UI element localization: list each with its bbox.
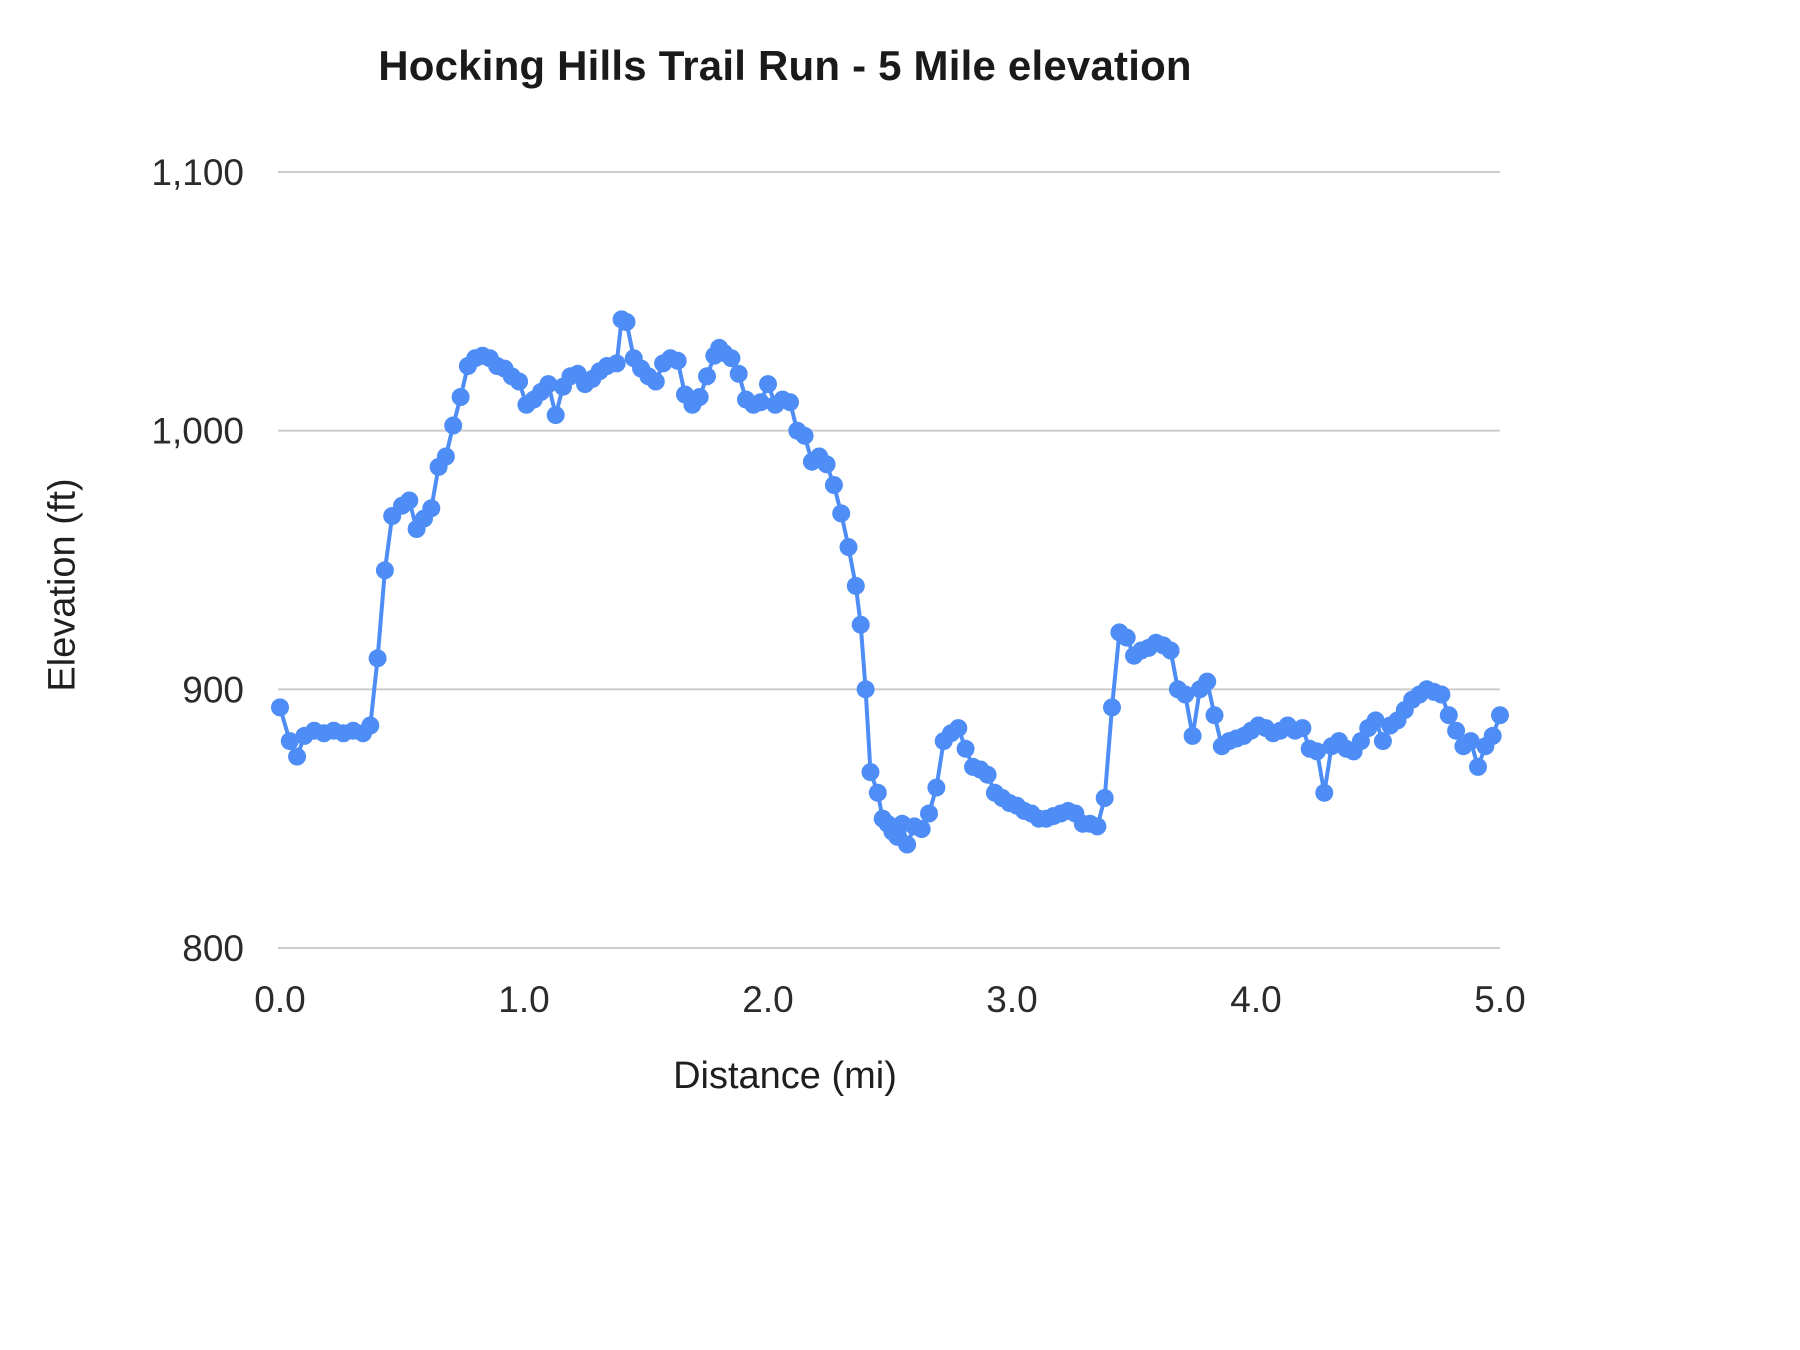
x-tick-label: 1.0 [498,979,549,1020]
data-point [1293,719,1312,738]
y-tick-label: 800 [182,928,244,969]
x-tick-label: 2.0 [742,979,793,1020]
data-point [436,447,455,466]
data-point [898,835,917,854]
data-point [795,426,814,445]
data-point [722,349,741,368]
data-point [1198,672,1217,691]
data-point [668,351,687,370]
data-point [1176,685,1195,704]
data-point [1117,628,1136,647]
data-point [271,698,289,717]
data-point [781,393,799,412]
x-tick-label: 5.0 [1474,979,1525,1020]
data-point [1447,721,1466,740]
data-point [759,375,777,394]
data-point [1161,641,1180,660]
data-point [817,455,836,474]
data-point [698,367,716,386]
data-point [846,576,865,595]
data-point [444,416,463,435]
data-point [839,538,858,557]
data-point [1469,757,1487,776]
data-point [978,765,997,784]
data-point [920,804,938,823]
data-point [949,719,968,738]
x-tick-label: 4.0 [1230,979,1281,1020]
data-point [1315,783,1334,802]
y-tick-label: 1,000 [151,411,244,452]
data-point [1095,789,1114,807]
data-point [912,820,931,838]
data-point [361,716,380,735]
data-point [1483,726,1502,745]
data-point [288,747,307,766]
data-point [1373,732,1392,751]
data-point [1103,698,1121,717]
data-point [751,393,770,412]
data-point [856,680,875,699]
data-point [368,649,387,668]
data-point [546,406,565,425]
data-point [451,388,470,406]
data-point [690,388,709,406]
data-point [510,372,529,391]
x-axis-title: Distance (mi) [673,1055,897,1097]
data-point [1491,706,1509,725]
data-point [400,491,419,510]
x-tick-label: 0.0 [254,979,305,1020]
data-point [1439,706,1458,725]
data-point [729,364,748,383]
data-point [1183,726,1202,745]
data-point [1366,711,1385,730]
data-point [1205,706,1224,725]
data-point [539,375,558,394]
y-tick-label: 1,100 [151,152,244,193]
data-point [1461,732,1480,751]
data-point [927,778,946,797]
data-point [617,313,636,331]
data-point [422,499,441,518]
data-point [375,561,394,580]
data-point [646,372,665,391]
data-point [1432,685,1451,704]
data-point [1308,742,1326,761]
data-point [868,783,887,802]
data-point [861,763,880,782]
data-point [956,739,975,758]
y-tick-label: 900 [182,669,244,710]
data-point [607,354,626,373]
data-point [280,732,299,751]
data-point [851,615,870,634]
data-point [824,476,843,494]
chart-title: Hocking Hills Trail Run - 5 Mile elevati… [378,42,1192,89]
data-point [1088,817,1107,836]
y-axis-title: Elevation (ft) [41,478,84,692]
data-point [832,504,851,523]
x-tick-label: 3.0 [986,979,1037,1020]
